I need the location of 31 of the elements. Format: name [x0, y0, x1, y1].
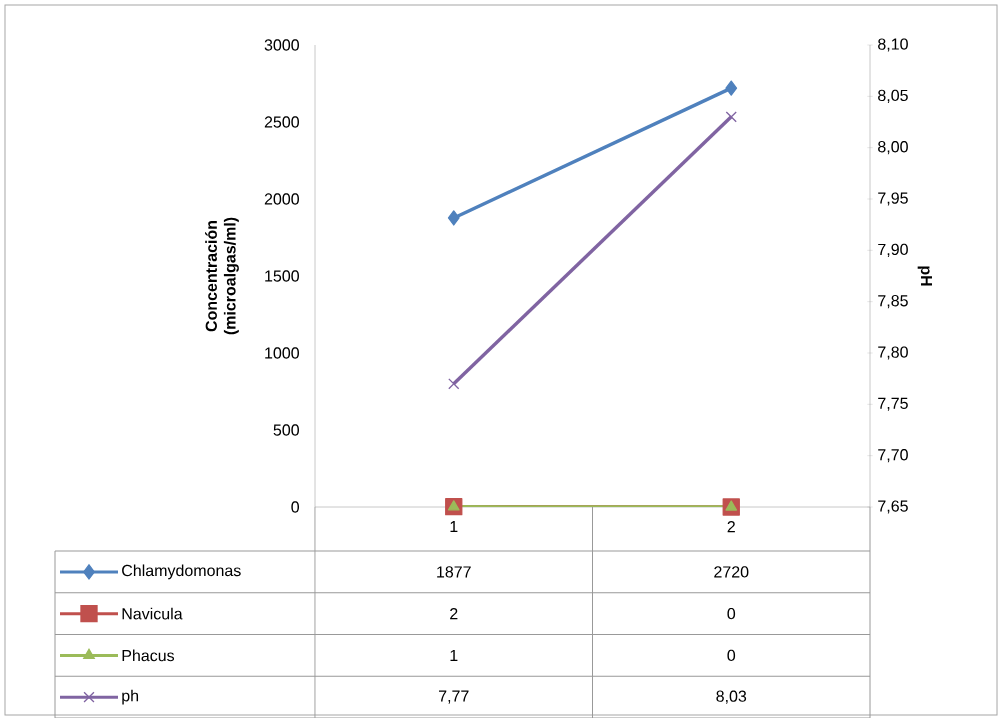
data-label: 8,03	[716, 690, 747, 704]
y2-tick-label: 7,90	[878, 243, 908, 257]
data-label: 7,77	[439, 690, 469, 704]
y2-tick-label: 7,80	[878, 346, 908, 360]
y2-tick-label: 8,05	[878, 89, 908, 103]
y-tick-label: 2000	[264, 193, 299, 205]
y-tick-label: 2500	[264, 116, 299, 128]
y-tick-label: 1500	[265, 270, 299, 282]
y2-axis-title: pH	[917, 266, 932, 286]
data-label: 1	[450, 649, 458, 661]
legend-label: Navicula	[122, 607, 183, 620]
data-label: 0	[727, 649, 736, 662]
y2-tick-label: 7,75	[878, 397, 908, 411]
y-tick-label: 3000	[264, 39, 299, 51]
legend-label: ph	[122, 689, 139, 705]
y2-tick-label: 7,85	[878, 295, 908, 309]
y2-tick-label: 7,70	[878, 449, 908, 463]
y2-tick-label: 8,00	[878, 141, 908, 155]
y2-tick-label: 7,65	[878, 500, 908, 514]
y-tick-label: 0	[291, 501, 300, 513]
y-tick-label: 500	[273, 424, 299, 436]
data-label: 1877	[437, 566, 471, 578]
data-label: 0	[727, 607, 736, 620]
legend-label: Phacus	[122, 649, 175, 662]
y2-tick-label: 7,95	[878, 192, 908, 206]
legend-label: Chlamydomonas	[122, 564, 241, 580]
y-tick-label: 1000	[265, 347, 299, 359]
data-label: 2	[450, 608, 458, 620]
data-label: 2720	[714, 566, 749, 578]
y2-tick-label: 8,10	[878, 38, 908, 52]
y-axis-title: Concentración (microalgas/ml)	[205, 217, 239, 335]
